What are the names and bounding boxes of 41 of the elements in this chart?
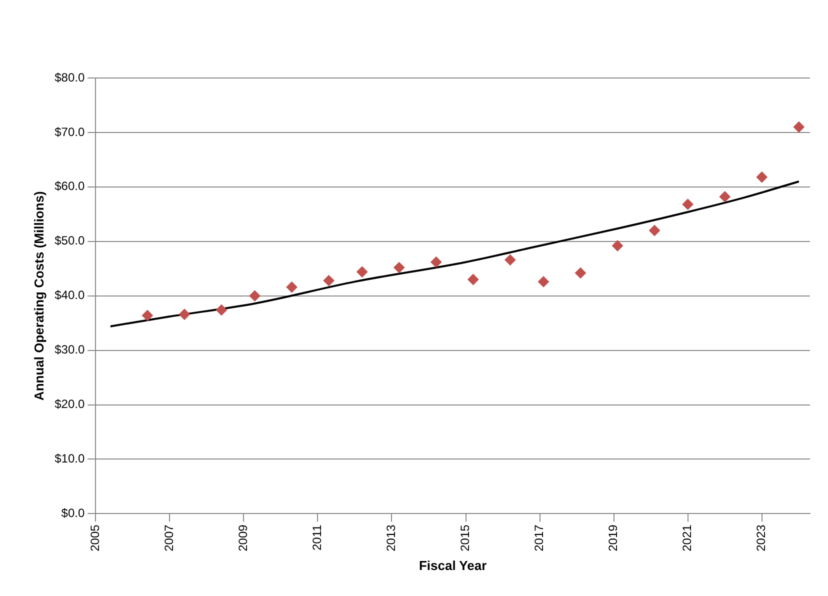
x-tick-label: 2013 [384,524,398,552]
point [756,172,768,183]
x-tick-label: 2017 [532,524,546,552]
point [394,262,405,274]
x-tick-label: 2011 [310,524,324,551]
point [504,254,516,266]
x-tick-label: 2007 [162,524,176,552]
point [612,240,624,252]
point [249,290,260,302]
point [468,274,479,286]
line-series [109,180,800,328]
y-tick-label: $30.0 [54,342,85,357]
x-tick-label: 2015 [458,524,472,552]
point [793,122,804,133]
y-axis-title: Annual Operating Costs (Millions) [31,191,46,401]
point [575,267,586,278]
y-tick-label: $60.0 [54,179,85,194]
x-tick-label: 2023 [754,524,768,552]
point [142,310,153,321]
point [649,224,660,236]
point [719,191,730,202]
y-tick-label: $20.0 [54,397,85,412]
point [538,276,549,288]
y-tick-label: $80.0 [54,70,85,84]
point [356,266,368,278]
point [323,275,334,286]
x-tick-label: 2019 [606,524,620,552]
x-axis-title: Fiscal Year [418,558,487,573]
point [430,256,442,268]
y-tick-label: $40.0 [54,288,85,302]
y-tick-label: $0.0 [61,506,85,520]
y-tick-label: $50.0 [54,234,85,248]
point [178,308,190,320]
y-tick-label: $10.0 [54,452,85,466]
point [286,282,298,293]
y-tick-label: $70.0 [54,124,85,139]
x-tick-label: 2009 [236,524,250,552]
point [216,304,227,316]
x-tick-label: 2021 [680,524,694,552]
point [682,198,694,210]
x-tick-label: 2005 [88,524,102,552]
